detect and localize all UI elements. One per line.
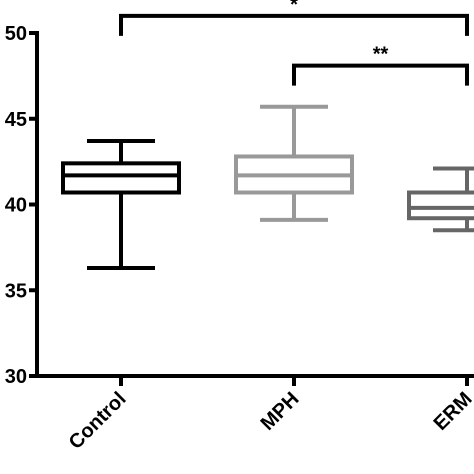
y-tick-label: 45 [5,109,27,131]
box-erm [407,166,474,233]
y-tick-label: 35 [5,280,27,302]
y-tick-label: 30 [5,366,27,388]
axis-labels: 30 35 40 45 50 Control MPH ERM [5,23,474,454]
significance-label: ** [373,44,389,66]
iqr-box [61,161,181,195]
significance-bracket: * [119,0,469,36]
x-category-label: ERM [430,388,474,435]
box-series [61,104,474,270]
bracket-line [119,13,469,36]
box-mph [234,104,354,222]
iqr-box [407,190,474,221]
significance-bracket: ** [292,44,469,86]
box-control [61,139,181,270]
y-tick-label: 40 [5,195,27,217]
axes [29,31,474,386]
significance-label: * [290,0,298,16]
x-category-label: MPH [257,388,304,435]
y-tick-label: 50 [5,23,27,45]
x-category-label: Control [65,388,131,454]
significance-annotations: *** [119,0,469,86]
bracket-line [292,63,469,86]
